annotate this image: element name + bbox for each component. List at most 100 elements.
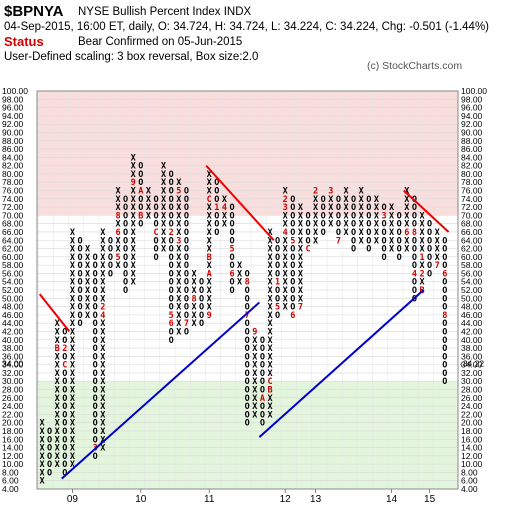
month-marker: 6 <box>290 311 295 321</box>
pnf-column: BX2X1XXXXX <box>419 211 424 296</box>
x-box: X <box>389 245 394 255</box>
x-box: X <box>267 402 272 412</box>
month-marker: 3 <box>283 203 288 213</box>
x-box: X <box>115 187 120 197</box>
y-tick-label: 14.00 <box>2 443 24 453</box>
x-box: X <box>100 228 105 238</box>
o-box: O <box>412 203 417 213</box>
o-box: O <box>321 203 326 213</box>
x-box: X <box>359 195 364 205</box>
x-box: X <box>374 203 379 213</box>
y-tick-label: 14.00 <box>461 443 483 453</box>
o-box: O <box>427 269 432 279</box>
x-box: X <box>374 220 379 230</box>
y-tick-label: 10.00 <box>2 459 24 469</box>
support-trend-line <box>61 301 261 480</box>
o-box: O <box>62 419 67 429</box>
o-box: O <box>412 278 417 288</box>
x-box: X <box>70 253 75 263</box>
x-box: X <box>435 236 440 246</box>
y-tick-label: 8.00 <box>461 467 478 477</box>
x-box: X <box>191 311 196 321</box>
o-box: O <box>214 178 219 188</box>
x-box: X <box>267 286 272 296</box>
o-box: O <box>93 377 98 387</box>
x-box: X <box>328 195 333 205</box>
x-box: X <box>70 286 75 296</box>
y-tick-label: 18.00 <box>2 426 24 436</box>
o-box: O <box>412 220 417 230</box>
o-box: O <box>245 344 250 354</box>
o-box: O <box>169 195 174 205</box>
o-box: O <box>351 236 356 246</box>
y-tick-label: 64.00 <box>2 235 24 245</box>
o-box: O <box>397 220 402 230</box>
x-box: X <box>359 228 364 238</box>
month-marker: 8 <box>115 211 120 221</box>
o-box: O <box>290 195 295 205</box>
o-box: O <box>290 211 295 221</box>
x-box: X <box>343 228 348 238</box>
x-box: X <box>131 162 136 172</box>
o-box: O <box>123 236 128 246</box>
x-box: X <box>222 195 227 205</box>
x-box: X <box>191 319 196 329</box>
o-box: O <box>229 220 234 230</box>
y-tick-label: 4.00 <box>461 484 478 494</box>
x-box: X <box>55 377 60 387</box>
o-box: O <box>108 245 113 255</box>
x-box: X <box>435 245 440 255</box>
o-box: O <box>397 228 402 238</box>
y-tick-label: 58.00 <box>2 260 24 270</box>
o-box: O <box>245 386 250 396</box>
o-box: O <box>123 278 128 288</box>
o-box: O <box>442 319 447 329</box>
o-box: O <box>169 187 174 197</box>
y-tick-label: 32.00 <box>2 368 24 378</box>
o-box: O <box>427 236 432 246</box>
x-box: X <box>237 278 242 288</box>
o-box: O <box>169 294 174 304</box>
x-box: X <box>252 352 257 362</box>
x-box: X <box>70 435 75 445</box>
o-box: O <box>245 303 250 313</box>
x-box: X <box>161 228 166 238</box>
x-box: X <box>267 327 272 337</box>
o-box: O <box>442 352 447 362</box>
x-box: X <box>404 211 409 221</box>
o-box: O <box>442 253 447 263</box>
x-box: X <box>267 303 272 313</box>
x-box: X <box>404 236 409 246</box>
x-box: X <box>252 410 257 420</box>
x-box: X <box>267 410 272 420</box>
x-box: X <box>131 170 136 180</box>
x-box: X <box>131 228 136 238</box>
o-box: O <box>184 269 189 279</box>
o-box: O <box>275 294 280 304</box>
x-box: X <box>100 286 105 296</box>
x-box: X <box>222 220 227 230</box>
x-box: X <box>100 352 105 362</box>
x-box: X <box>55 452 60 462</box>
o-box: O <box>93 319 98 329</box>
month-marker: 2 <box>169 228 174 238</box>
month-marker: 1 <box>419 253 424 263</box>
y-tick-label: 44.00 <box>2 318 24 328</box>
o-box: O <box>275 286 280 296</box>
x-box: X <box>100 278 105 288</box>
x-box: X <box>55 336 60 346</box>
x-box: X <box>419 220 424 230</box>
year-label: 15 <box>424 494 436 505</box>
month-marker: 3 <box>328 187 333 197</box>
o-box: O <box>305 236 310 246</box>
o-box: O <box>169 261 174 271</box>
o-box: O <box>245 269 250 279</box>
x-box: X <box>55 435 60 445</box>
